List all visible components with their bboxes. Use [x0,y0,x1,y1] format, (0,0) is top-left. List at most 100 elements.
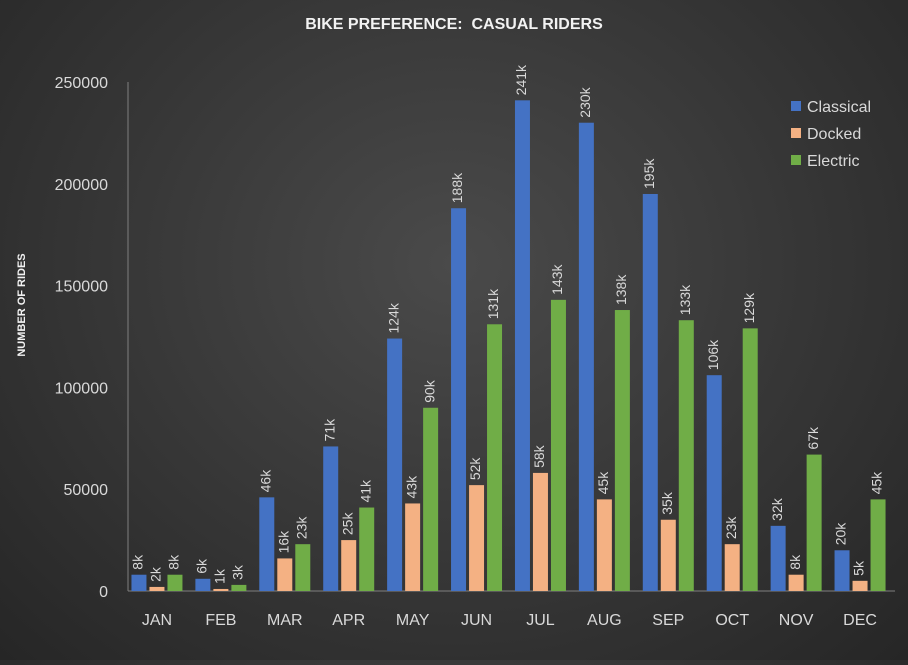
bar-electric-mar [295,544,311,591]
data-label: 8k [166,554,182,570]
bar-electric-jun [487,324,503,591]
data-label: 41k [357,479,373,503]
bar-electric-jul [550,299,566,591]
bar-classical-sep [642,193,658,592]
data-label: 106k [705,339,721,370]
y-axis-ticks: 0 50000 100000 150000 200000 250000 [55,75,108,601]
bar-electric-oct [742,328,758,591]
legend-swatch-electric [791,155,801,165]
bar-docked-sep [660,519,676,591]
bar-classical-jul [514,100,530,591]
data-label: 5k [851,560,867,576]
data-label: 45k [595,471,611,495]
data-label: 71k [321,418,337,442]
bar-classical-apr [323,446,339,591]
data-label: 25k [339,512,355,536]
bar-docked-jan [149,586,165,591]
bar-electric-sep [678,320,694,591]
data-label: 35k [659,491,675,515]
bar-classical-may [387,338,403,591]
legend-label-classical: Classical [807,99,871,116]
data-label: 3k [230,564,246,580]
legend-swatch-classical [791,101,801,111]
data-label: 8k [130,554,146,570]
bar-docked-may [405,503,421,591]
data-label: 23k [293,516,309,540]
data-label: 241k [513,64,529,95]
bar-electric-nov [806,454,822,591]
bar-classical-feb [195,578,211,591]
legend-label-electric: Electric [807,153,859,170]
bar-electric-aug [614,310,630,591]
x-tick-label: AUG [587,612,622,629]
x-tick-label: JUL [526,612,555,629]
bars-group [131,100,886,592]
bar-classical-mar [259,497,275,591]
data-label: 45k [869,471,885,495]
y-tick-label: 0 [99,584,108,601]
data-label: 129k [741,292,757,323]
data-label: 124k [385,302,401,333]
legend: Classical Docked Electric [791,99,871,170]
bar-electric-may [423,407,439,591]
x-tick-label: DEC [843,612,877,629]
chart-title: BIKE PREFERENCE: CASUAL RIDERS [305,16,603,33]
data-label: 46k [257,469,273,493]
data-label: 8k [787,554,803,570]
bar-docked-jul [532,472,548,591]
data-label: 133k [677,284,693,315]
bar-electric-apr [359,507,375,591]
data-label: 58k [531,444,547,468]
bar-classical-jan [131,574,147,591]
x-tick-label: OCT [715,612,749,629]
bar-classical-oct [706,375,722,591]
x-tick-label: APR [332,612,365,629]
y-tick-label: 100000 [55,380,108,397]
data-label: 143k [549,263,565,294]
bar-classical-aug [578,122,594,591]
data-label: 1k [212,568,228,584]
x-tick-label: FEB [205,612,236,629]
bar-classical-dec [834,550,850,591]
x-axis-ticks: JAN FEB MAR APR MAY JUN JUL AUG SEP OCT NOV DEC [142,612,877,629]
data-label: 20k [833,522,849,546]
x-tick-label: MAR [267,612,303,629]
data-label: 230k [577,86,593,117]
bar-classical-nov [770,525,786,591]
bar-electric-jan [167,574,183,591]
bar-docked-apr [341,540,357,591]
y-tick-label: 50000 [64,482,109,499]
data-label: 131k [485,288,501,319]
bar-docked-mar [277,558,293,591]
x-tick-label: JUN [461,612,492,629]
data-label: 23k [723,516,739,540]
data-label: 52k [467,457,483,481]
data-label: 188k [449,172,465,203]
data-label: 43k [403,475,419,499]
x-tick-label: JAN [142,612,172,629]
x-tick-label: NOV [779,612,814,629]
y-tick-label: 250000 [55,75,108,92]
legend-swatch-docked [791,128,801,138]
data-label: 138k [613,274,629,305]
data-label: 2k [148,566,164,582]
bar-docked-dec [852,580,868,591]
y-tick-label: 150000 [55,279,108,296]
bar-docked-nov [788,574,804,591]
data-label: 6k [194,558,210,574]
data-label: 90k [421,379,437,403]
bar-docked-oct [724,544,740,591]
bar-electric-dec [870,499,886,591]
data-label: 32k [769,497,785,521]
x-tick-label: MAY [396,612,430,629]
data-label: 195k [641,158,657,189]
legend-label-docked: Docked [807,126,861,143]
y-axis-title: NUMBER OF RIDES [16,253,28,356]
bar-electric-feb [231,584,247,591]
x-tick-label: SEP [652,612,684,629]
data-label: 67k [805,426,821,450]
bar-docked-feb [213,588,229,591]
